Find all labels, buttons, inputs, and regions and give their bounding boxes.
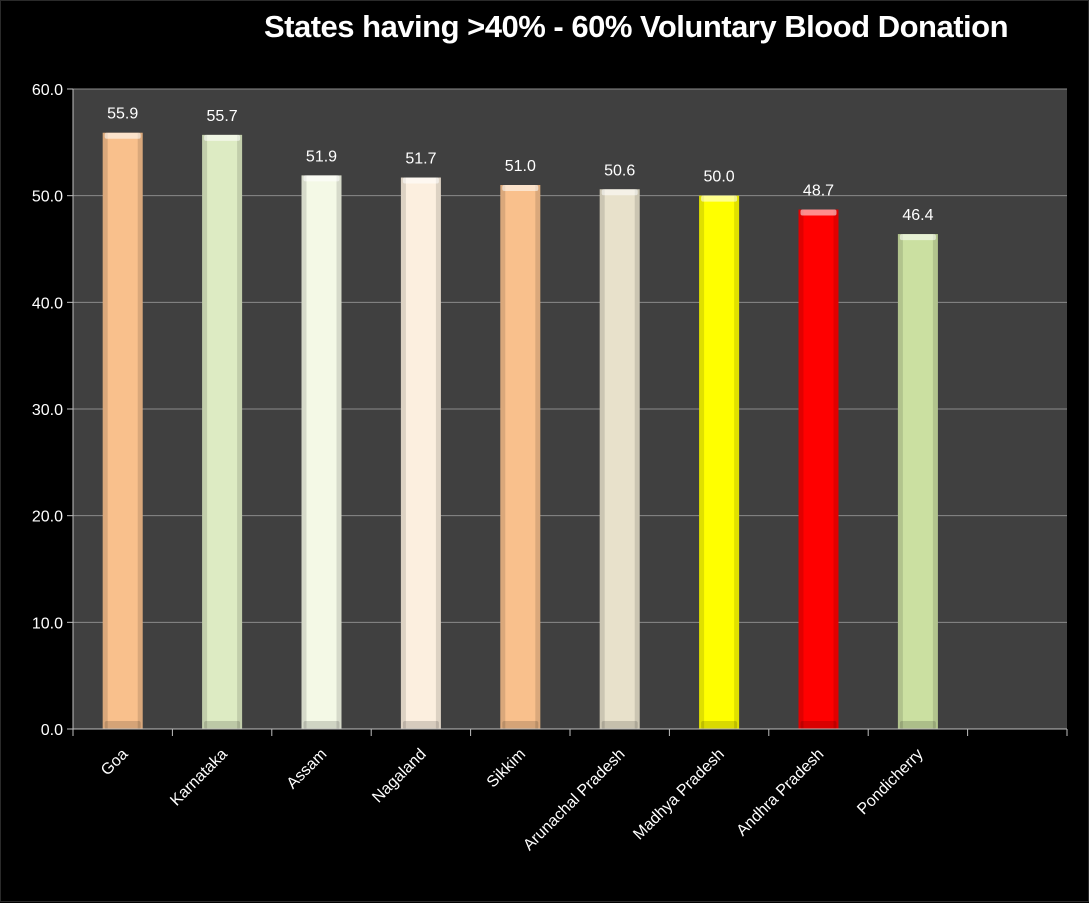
category-label: Andhra Pradesh (734, 746, 828, 840)
bar-shade (599, 189, 605, 729)
bar-cap (303, 175, 340, 182)
y-axis: 0.0 10.0 20.0 30.0 40.0 50.0 60.0 (32, 82, 74, 739)
bar-base (701, 721, 738, 729)
y-tick-label: 10.0 (32, 615, 63, 632)
data-label: 50.6 (604, 162, 635, 179)
bar-base (303, 721, 340, 729)
bar-base (502, 721, 539, 729)
category-label: Madhya Pradesh (630, 746, 728, 844)
bar (599, 189, 640, 729)
bar-shade (202, 134, 208, 729)
y-tick-label: 60.0 (32, 82, 63, 99)
bar-base (899, 721, 936, 729)
bar (202, 134, 243, 729)
y-tick-label: 50.0 (32, 189, 63, 206)
bar-cap (104, 132, 141, 139)
data-label: 50.0 (704, 169, 735, 186)
y-tick-label: 40.0 (32, 295, 63, 312)
bar-cap (899, 234, 936, 241)
category-label: Arunachal Pradesh (520, 746, 628, 854)
data-labels: 55.9 55.7 51.9 51.7 51.0 50.6 50.0 48.7 46.4 (107, 106, 933, 224)
bar-cap (502, 185, 539, 191)
bars (102, 132, 938, 730)
bar-shade (634, 189, 640, 729)
bar (699, 195, 740, 729)
bar (301, 175, 342, 729)
bar-shade (798, 209, 804, 730)
bar-shade (435, 177, 441, 730)
category-label: Karnataka (167, 746, 231, 810)
bar-shade (137, 132, 143, 729)
data-label: 51.9 (306, 148, 337, 165)
y-tick-label: 20.0 (32, 509, 63, 526)
bar-base (104, 721, 141, 729)
category-label: Goa (98, 746, 131, 779)
bar (798, 209, 839, 730)
x-axis: Goa Karnataka Assam Nagaland SikkimArunachal… (72, 728, 1068, 854)
bar-cap (800, 209, 837, 216)
data-label: 55.9 (107, 106, 138, 123)
bar-shade (301, 175, 307, 729)
bar (500, 185, 541, 729)
bar-shade (932, 234, 938, 730)
bar-shade (500, 185, 506, 729)
bar (897, 234, 938, 730)
chart-title: States having >40% - 60% Voluntary Blood… (263, 9, 1009, 44)
bar-shade (833, 209, 839, 730)
bar-shade (535, 185, 541, 729)
bar-shade (102, 132, 108, 729)
data-label: 46.4 (902, 207, 933, 224)
y-tick-label: 30.0 (32, 402, 63, 419)
category-label: Sikkim (484, 746, 529, 791)
data-label: 51.0 (505, 158, 536, 175)
bar-base (800, 721, 837, 729)
category-label: Nagaland (369, 746, 429, 806)
bar-shade (400, 177, 406, 730)
bar-shade (237, 134, 243, 729)
category-label: Assam (284, 746, 331, 793)
bar-shade (336, 175, 342, 729)
data-label: 48.7 (803, 183, 834, 200)
bar-shade (734, 195, 740, 729)
bar-cap (204, 134, 241, 141)
bar-base (402, 721, 439, 729)
bar (102, 132, 143, 729)
bar-base (601, 721, 638, 729)
category-label: Pondicherry (854, 746, 926, 818)
bar-shade (699, 195, 705, 729)
bar-shade (897, 234, 903, 730)
data-label: 51.7 (405, 151, 436, 168)
bar-cap (402, 177, 439, 184)
y-tick-label: 0.0 (41, 722, 63, 739)
bar-cap (601, 189, 638, 196)
bar-cap (701, 195, 738, 202)
bar-base (204, 721, 241, 729)
data-label: 55.7 (207, 108, 238, 125)
bar (400, 177, 441, 730)
